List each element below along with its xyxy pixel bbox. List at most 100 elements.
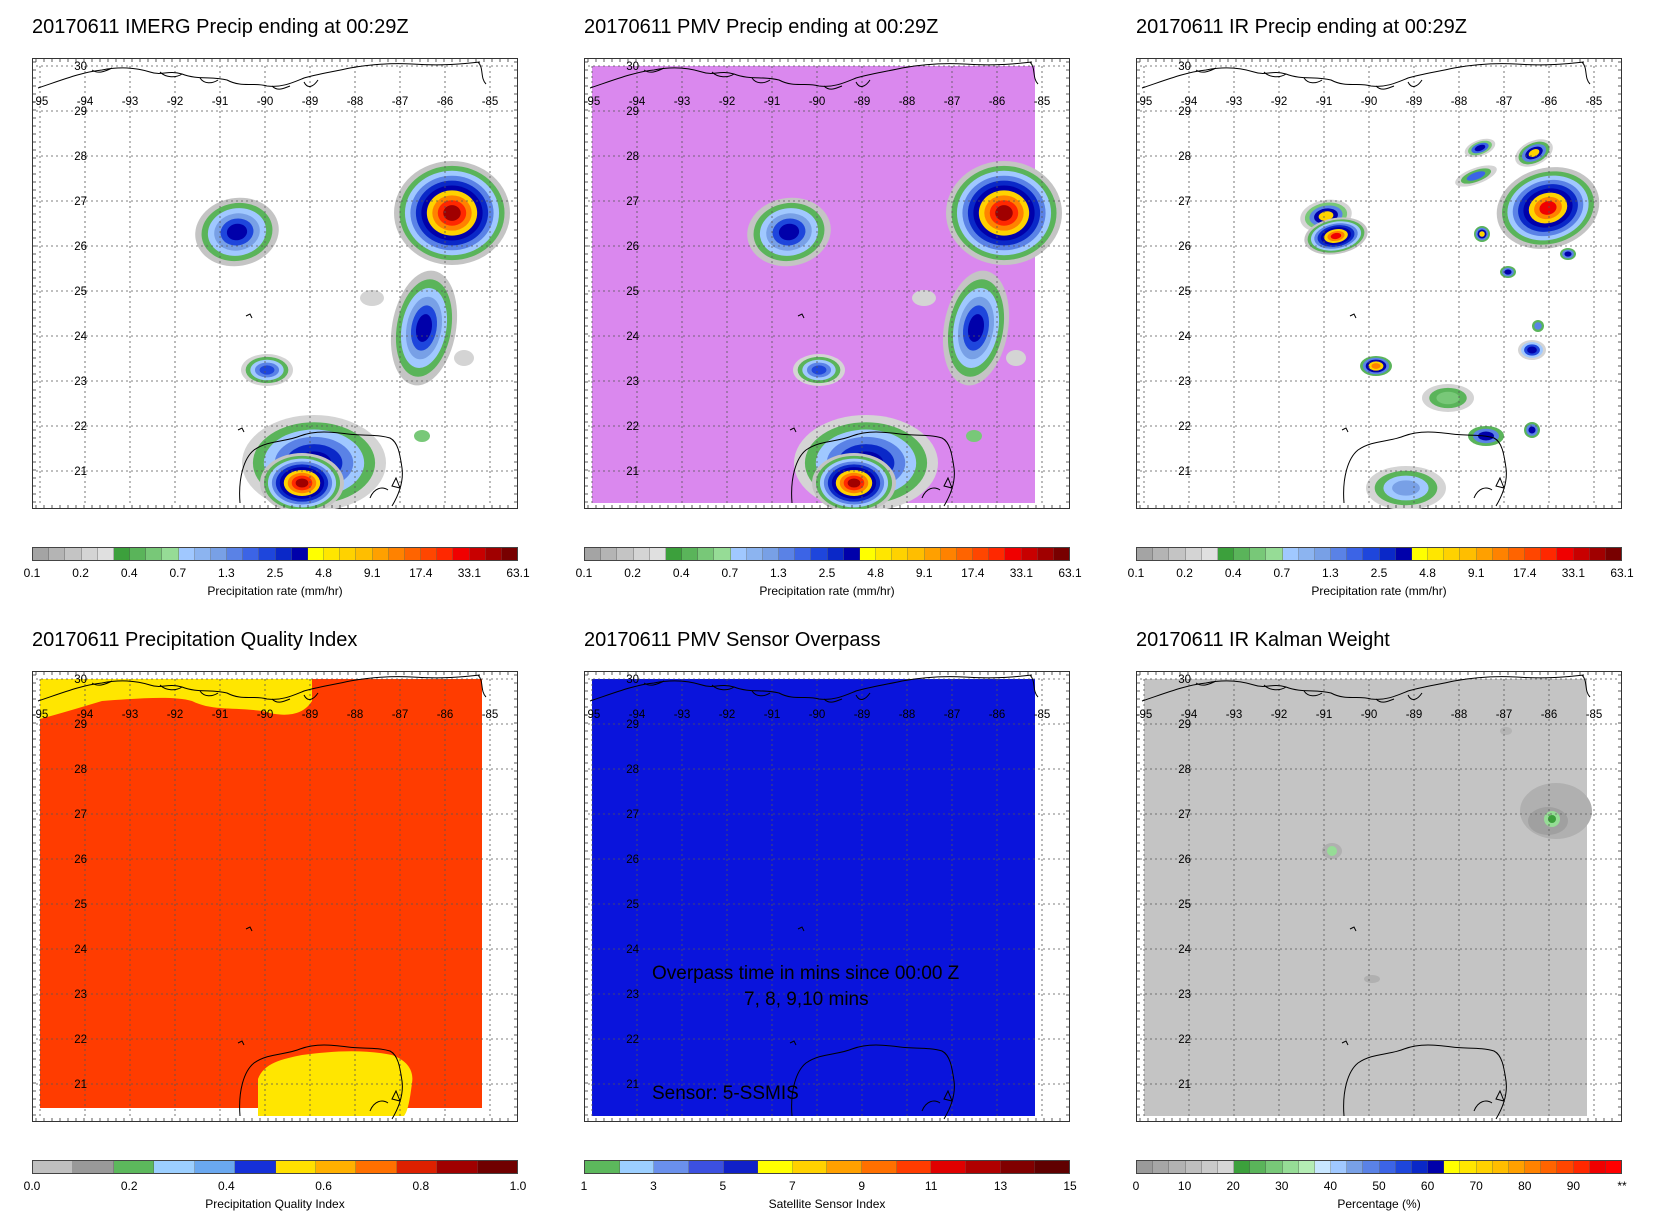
- precip-cell: [226, 223, 248, 241]
- lat-label: 23: [626, 376, 639, 388]
- colorbar-tick-label: 9: [858, 1179, 866, 1193]
- lon-label: -85: [482, 709, 499, 721]
- us-gulf-coast: [37, 674, 481, 702]
- colorbar-swatch: [827, 1161, 863, 1173]
- precip-cell: [995, 205, 1013, 221]
- lon-label: -90: [1361, 96, 1378, 108]
- lat-label: 23: [74, 376, 87, 388]
- precip-cell: [1528, 149, 1540, 157]
- bay-outline: [271, 698, 291, 703]
- island-outline: [237, 1040, 245, 1046]
- lon-label: -86: [1541, 96, 1558, 108]
- lat-label: 29: [1178, 106, 1191, 118]
- colorbar-ticks: 0.1 0.2 0.4 0.7 1.3 2.5 4.8 9.1 17.4 33.1 63.1: [24, 566, 530, 582]
- precip-cell: [1392, 480, 1420, 496]
- island-outline: [789, 1040, 797, 1046]
- precip-cell: [1330, 232, 1342, 240]
- colorbar-swatch: [113, 548, 131, 560]
- quality-map: -95 -94 -93 -92 -91 -90 -89 -88 -87 -86 -85 30 29 28 2…: [32, 671, 518, 1122]
- bay-outline: [1303, 690, 1323, 697]
- lat-label: 26: [1178, 241, 1191, 253]
- lon-label: -85: [1034, 96, 1051, 108]
- colorbar-swatch: [843, 548, 860, 560]
- colorbar-tick-label: 0.4: [218, 1179, 235, 1193]
- colorbar-swatch: [485, 548, 502, 560]
- colorbar-swatch: [1395, 548, 1412, 560]
- colorbar-swatch: [1476, 1161, 1493, 1173]
- lon-label: -94: [1181, 96, 1198, 108]
- lon-label: -93: [674, 96, 691, 108]
- colorbar-ticks: 0 10 20 30 40 50 60 70 80 90 **: [1133, 1179, 1627, 1195]
- colorbar-tick-label: 63.1: [506, 566, 530, 580]
- colorbar-swatch: [827, 548, 844, 560]
- lat-label: 30: [1178, 61, 1191, 73]
- weight-cell: [1500, 727, 1512, 735]
- lat-label: 29: [626, 106, 639, 118]
- colorbar-swatch: [154, 1161, 195, 1173]
- lat-label: 28: [1178, 764, 1191, 776]
- us-gulf-coast: [589, 61, 1033, 89]
- colorbar-swatch: [1557, 548, 1574, 560]
- coastline: [589, 674, 1039, 1120]
- colorbar-swatch: [275, 548, 292, 560]
- colorbar-swatch: [33, 1161, 74, 1173]
- bay-outline: [823, 698, 843, 703]
- lat-label: 25: [1178, 899, 1191, 911]
- lon-label: -90: [257, 96, 274, 108]
- lon-label: -92: [167, 709, 184, 721]
- panel-kalman-weight: 20170611 IR Kalman Weight -95 -94 -93 -92 -9…: [1104, 613, 1644, 1213]
- colorbar-swatch: [1379, 1161, 1396, 1173]
- lon-label: -85: [482, 96, 499, 108]
- lat-label: 27: [1178, 196, 1191, 208]
- lon-label: -87: [944, 709, 961, 721]
- colorbar-tick-label: 4.8: [1419, 566, 1436, 580]
- precip-cell: [259, 365, 275, 375]
- colorbar-swatch: [227, 548, 244, 560]
- colorbar-tick-label: 40: [1323, 1179, 1338, 1193]
- lon-label: -92: [719, 709, 736, 721]
- quality-low-region: [40, 679, 312, 719]
- colorbar-label: Percentage (%): [1337, 1197, 1421, 1211]
- florida-coast: [477, 61, 487, 85]
- lon-label: -90: [809, 709, 826, 721]
- colorbar-swatch: [324, 548, 341, 560]
- colorbar-swatch: [1266, 1161, 1283, 1173]
- colorbar-swatch: [388, 548, 405, 560]
- lon-label: -94: [629, 709, 646, 721]
- precip-cell: [1534, 322, 1542, 330]
- colorbar-swatch: [1476, 548, 1493, 560]
- lat-label: 24: [74, 944, 87, 956]
- colorbar-swatch: [779, 548, 796, 560]
- precip-cell: [1564, 251, 1572, 257]
- colorbar-swatch: [956, 548, 974, 560]
- colorbar-swatch: [730, 548, 747, 560]
- lon-label: -93: [122, 96, 139, 108]
- colorbar-swatch: [931, 1161, 967, 1173]
- colorbar: [1136, 547, 1622, 561]
- axis-labels: -95 -94 -93 -92 -91 -90 -89 -88 -87 -86 -85 30 29 28 2…: [32, 61, 499, 478]
- colorbar-tick-label: 60: [1420, 1179, 1435, 1193]
- colorbar-swatch: [1037, 548, 1054, 560]
- florida-coast: [1581, 61, 1591, 85]
- bay-outline: [711, 684, 735, 691]
- colorbar-tick-label: 30: [1275, 1179, 1289, 1193]
- grid: [33, 59, 517, 508]
- colorbar-tick-label: 4.8: [315, 566, 332, 580]
- florida-coast: [1581, 674, 1591, 698]
- colorbar-ticks: 0.1 0.2 0.4 0.7 1.3 2.5 4.8 9.1 17.4 33.1 63.1: [1128, 566, 1634, 582]
- colorbar-swatch: [1005, 548, 1022, 560]
- colorbar-swatch: [1169, 548, 1186, 560]
- grid: [33, 672, 517, 1121]
- lat-label: 28: [626, 764, 639, 776]
- bay-outline: [1407, 692, 1423, 700]
- lat-label: 28: [74, 764, 87, 776]
- colorbar-swatch: [795, 548, 812, 560]
- bay-outline: [271, 85, 291, 90]
- colorbar-tick-label: 0.2: [72, 566, 89, 580]
- colorbar-swatch: [469, 548, 486, 560]
- colorbar-swatch: [762, 548, 780, 560]
- precip-cell: [1528, 426, 1536, 434]
- island-outline: [1341, 427, 1349, 433]
- lat-label: 24: [1178, 944, 1191, 956]
- lon-label: -95: [1136, 709, 1152, 721]
